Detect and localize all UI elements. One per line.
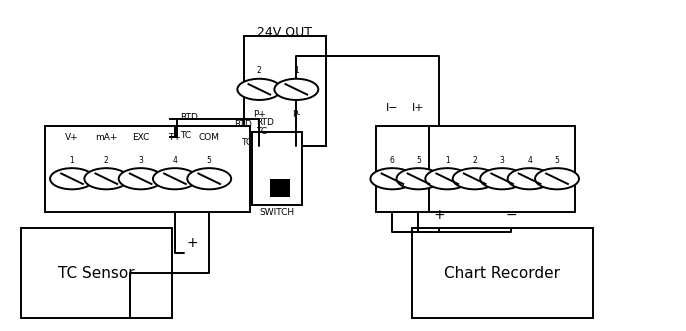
Bar bbox=[412, 228, 593, 318]
Text: P+: P+ bbox=[253, 110, 265, 119]
Circle shape bbox=[50, 168, 94, 189]
Text: 24V OUT: 24V OUT bbox=[257, 26, 312, 39]
Bar bbox=[376, 126, 575, 212]
Text: T+: T+ bbox=[169, 133, 181, 142]
Bar bbox=[270, 179, 290, 197]
Bar bbox=[252, 132, 302, 205]
Text: 1: 1 bbox=[294, 67, 298, 75]
Text: 5: 5 bbox=[554, 156, 560, 165]
Text: +: + bbox=[434, 208, 445, 222]
Text: 5: 5 bbox=[206, 156, 212, 165]
Circle shape bbox=[119, 168, 163, 189]
Text: I−: I− bbox=[386, 103, 399, 113]
Text: TC Sensor: TC Sensor bbox=[58, 265, 134, 281]
Text: 5: 5 bbox=[416, 156, 421, 165]
Text: −: − bbox=[125, 329, 136, 331]
Circle shape bbox=[425, 168, 469, 189]
Text: 2: 2 bbox=[257, 67, 261, 75]
Circle shape bbox=[370, 168, 414, 189]
Text: 1: 1 bbox=[445, 156, 449, 165]
Text: SWITCH: SWITCH bbox=[259, 208, 295, 217]
Circle shape bbox=[274, 79, 318, 100]
Circle shape bbox=[480, 168, 524, 189]
Text: 3: 3 bbox=[499, 156, 505, 165]
Circle shape bbox=[453, 168, 497, 189]
Text: COM: COM bbox=[199, 133, 220, 142]
Text: EXC: EXC bbox=[132, 133, 150, 142]
Text: P-: P- bbox=[292, 110, 300, 119]
Bar bbox=[45, 126, 250, 212]
Text: 1: 1 bbox=[70, 156, 74, 165]
Text: 3: 3 bbox=[138, 156, 143, 165]
Text: V+: V+ bbox=[65, 133, 79, 142]
Text: 4: 4 bbox=[172, 156, 178, 165]
Text: RTD: RTD bbox=[256, 118, 274, 127]
Circle shape bbox=[187, 168, 231, 189]
Text: 4: 4 bbox=[527, 156, 532, 165]
Circle shape bbox=[397, 168, 440, 189]
Circle shape bbox=[508, 168, 552, 189]
Text: mA+: mA+ bbox=[95, 133, 117, 142]
Text: TC: TC bbox=[241, 138, 252, 147]
Text: TC: TC bbox=[256, 127, 267, 136]
Text: RTD: RTD bbox=[180, 113, 198, 122]
Bar bbox=[21, 228, 172, 318]
Text: +: + bbox=[187, 236, 198, 250]
Text: I+: I+ bbox=[412, 103, 425, 113]
Text: −: − bbox=[506, 208, 517, 222]
Text: RTD: RTD bbox=[234, 119, 252, 129]
Text: 6: 6 bbox=[390, 156, 395, 165]
Text: TC: TC bbox=[180, 131, 191, 140]
Circle shape bbox=[237, 79, 281, 100]
Text: 2: 2 bbox=[104, 156, 108, 165]
Text: 2: 2 bbox=[473, 156, 477, 165]
Circle shape bbox=[535, 168, 579, 189]
Circle shape bbox=[84, 168, 128, 189]
Text: Chart Recorder: Chart Recorder bbox=[445, 265, 560, 281]
Bar bbox=[244, 36, 326, 146]
Circle shape bbox=[153, 168, 197, 189]
